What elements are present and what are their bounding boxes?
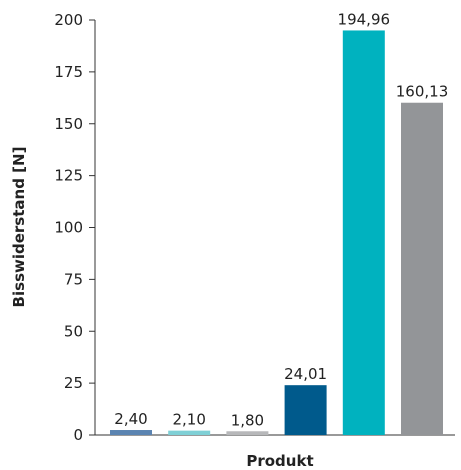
bar — [342, 30, 385, 435]
y-ticks-group: 0 25 50 75 100 125 150 175 200 — [54, 11, 95, 444]
bar — [284, 385, 327, 435]
data-labels-group: 2,40 2,10 1,80 24,01 194,96 160,13 — [114, 10, 448, 429]
bar-value-label: 24,01 — [284, 365, 327, 383]
y-tick-label: 75 — [64, 270, 83, 288]
y-tick-label: 150 — [54, 115, 83, 133]
y-tick-label: 200 — [54, 11, 83, 29]
y-tick-label: 125 — [54, 167, 83, 185]
bars-group — [110, 30, 443, 435]
bar-value-label: 160,13 — [396, 83, 449, 101]
bar-value-label: 194,96 — [338, 10, 391, 28]
bar-value-label: 1,80 — [231, 411, 264, 429]
y-tick-label: 100 — [54, 219, 83, 237]
y-tick-label: 50 — [64, 322, 83, 340]
x-axis-title: Produkt — [246, 452, 313, 470]
y-tick-label: 0 — [73, 426, 83, 444]
bar-value-label: 2,10 — [172, 411, 205, 429]
y-tick-label: 175 — [54, 63, 83, 81]
bar-value-label: 2,40 — [114, 410, 147, 428]
y-tick-label: 25 — [64, 374, 83, 392]
bar — [168, 430, 211, 435]
bar — [110, 430, 152, 435]
bar — [226, 431, 269, 435]
y-axis-title: Bisswiderstand [N] — [10, 147, 28, 308]
bar — [401, 102, 443, 435]
